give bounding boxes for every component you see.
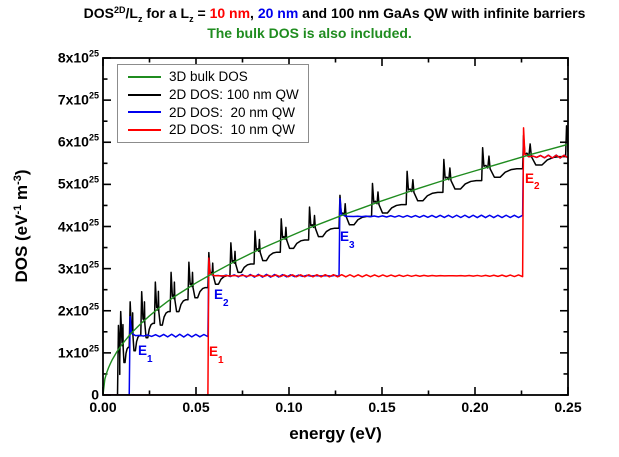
y-tick-label: 5x1025 (57, 174, 99, 192)
data-series (103, 125, 568, 395)
y-tick-label: 4x1025 (57, 216, 99, 234)
legend: 3D bulk DOS 2D DOS: 100 nm QW 2D DOS: 20 n… (117, 64, 309, 143)
legend-label: 2D DOS: 10 nm QW (169, 122, 296, 138)
title-segment: 2D (113, 5, 126, 15)
x-tick-label: 0.15 (368, 399, 396, 415)
energy-level-label-E3-20nm: E3 (339, 228, 355, 251)
title-segment: /L (125, 5, 138, 21)
legend-line-swatch (128, 75, 161, 78)
title-segment: 20 nm (257, 5, 299, 21)
legend-label: 3D bulk DOS (169, 69, 248, 85)
legend-label: 2D DOS: 100 nm QW (169, 86, 299, 102)
energy-level-label-E2-10nm: E2 (525, 170, 540, 193)
x-tick-label: 0.20 (461, 399, 489, 415)
x-tick-label: 0.25 (554, 399, 582, 415)
legend-item: 2D DOS: 10 nm QW (128, 122, 302, 139)
series-2d-dos-10-nm-qw (103, 127, 568, 395)
y-tick-label: 8x1025 (57, 48, 99, 66)
title-segment: m (12, 184, 31, 205)
title-segment: DOS (eV (12, 214, 31, 283)
y-tick-label: 0 (91, 386, 99, 403)
y-tick-label: 3x1025 (57, 258, 99, 276)
title-segment: ) (12, 169, 31, 176)
legend-label: 2D DOS: 20 nm QW (169, 104, 296, 120)
title-segment: for a L (142, 5, 190, 21)
title-segment: 10 nm (209, 5, 251, 21)
series-3d-bulk-dos (103, 143, 568, 395)
plot-frame (102, 57, 569, 396)
title-segment: and 100 nm GaAs QW with infinite barrier… (298, 5, 586, 21)
x-tick-label: 0.10 (275, 399, 303, 415)
y-tick-label: 6x1025 (57, 132, 99, 150)
y-axis-title: DOS (eV-1 m-3) (12, 169, 32, 282)
energy-level-label-E2-20nm: E2 (214, 287, 229, 309)
energy-level-label-E1-20nm: E1 (137, 343, 153, 365)
energy-level-label-E1-10nm: E1 (209, 343, 224, 366)
y-tick-label: 7x1025 (57, 90, 99, 108)
title-segment: = (193, 5, 210, 21)
legend-line-swatch (128, 93, 161, 96)
series-2d-dos-100-nm-qw (103, 125, 568, 395)
legend-item: 3D bulk DOS (128, 68, 302, 85)
legend-item: 2D DOS: 20 nm QW (128, 104, 302, 121)
chart-subtitle: The bulk DOS is also included. (207, 25, 412, 41)
title-segment: , (250, 5, 258, 21)
y-tick-label: 1x1025 (57, 343, 99, 361)
legend-line-swatch (128, 111, 161, 114)
title-segment: z (189, 14, 194, 24)
title-segment: z (137, 14, 143, 24)
legend-line-swatch (128, 129, 161, 132)
series-2d-dos-20-nm-qw (103, 138, 568, 395)
x-tick-label: 0.05 (182, 399, 210, 415)
y-tick-label: 2x1025 (57, 301, 99, 319)
chart-title: DOS2D/Lz for a Lz = 10 nm, 20 nm and 100… (0, 5, 619, 24)
x-tick-label: 0.00 (89, 399, 117, 415)
legend-item: 2D DOS: 100 nm QW (128, 86, 302, 103)
title-segment: -1 (12, 204, 24, 215)
title-segment: -3 (12, 175, 24, 185)
x-axis-title: energy (eV) (289, 424, 382, 443)
title-segment: DOS (83, 5, 114, 21)
